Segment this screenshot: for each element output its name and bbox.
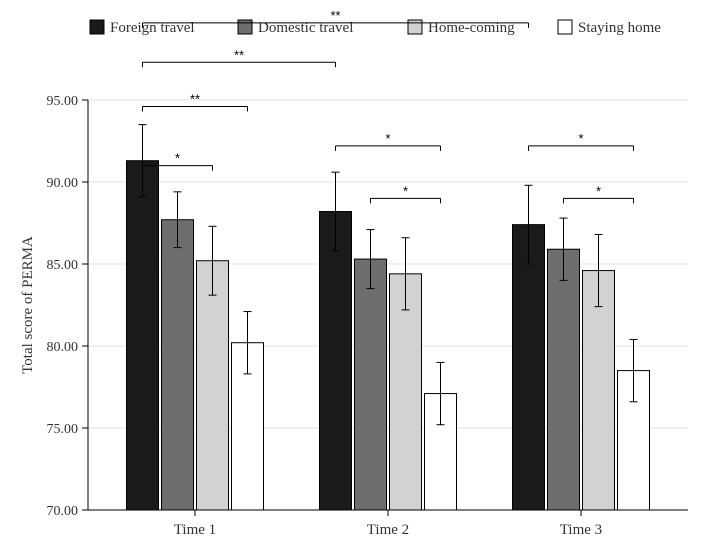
- legend-swatch-stay: [558, 20, 572, 34]
- bar-foreign-3: [513, 225, 545, 510]
- y-tick-label: 90.00: [47, 176, 79, 191]
- significance-label: **: [330, 8, 340, 23]
- legend-label-stay: Staying home: [578, 20, 661, 36]
- y-axis-label: Total score of PERMA: [20, 236, 36, 374]
- category-label: Time 3: [560, 522, 602, 538]
- y-tick-label: 80.00: [47, 340, 79, 355]
- y-tick-label: 85.00: [47, 258, 79, 273]
- significance-label: *: [596, 183, 601, 198]
- y-tick-label: 75.00: [47, 422, 79, 437]
- significance-label: *: [578, 131, 583, 146]
- bar-home-1: [197, 261, 229, 510]
- category-label: Time 2: [367, 522, 409, 538]
- bar-domestic-1: [162, 220, 194, 510]
- bar-domestic-3: [548, 249, 580, 510]
- category-label: Time 1: [174, 522, 216, 538]
- significance-label: **: [234, 47, 244, 62]
- legend-swatch-foreign: [90, 20, 104, 34]
- legend-label-foreign: Foreign travel: [110, 20, 195, 36]
- perma-bar-chart: 70.00 75.00 80.00 85.00 90.00 95.00 Time 1 Time…: [0, 0, 708, 557]
- legend-swatch-domestic: [238, 20, 252, 34]
- bar-foreign-2: [320, 212, 352, 510]
- significance-label: *: [385, 131, 390, 146]
- significance-label: **: [190, 92, 200, 107]
- bar-domestic-2: [355, 259, 387, 510]
- significance-label: *: [403, 183, 408, 198]
- bar-foreign-1: [127, 161, 159, 510]
- legend-swatch-home: [408, 20, 422, 34]
- y-tick-label: 70.00: [47, 504, 79, 519]
- y-tick-label: 95.00: [47, 94, 79, 109]
- legend-label-home: Home-coming: [428, 20, 515, 36]
- significance-label: *: [175, 151, 180, 166]
